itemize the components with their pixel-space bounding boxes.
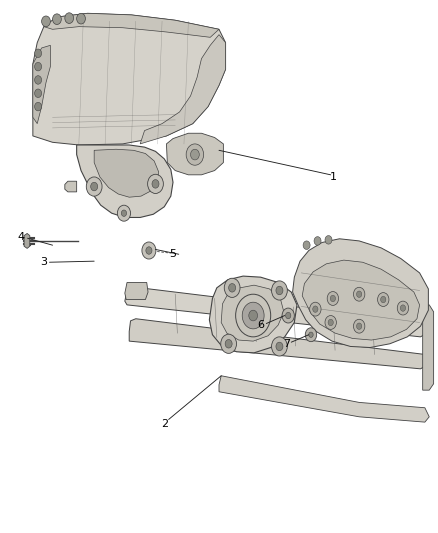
Polygon shape bbox=[140, 35, 226, 144]
Polygon shape bbox=[77, 145, 173, 217]
Circle shape bbox=[314, 237, 321, 245]
Text: 4: 4 bbox=[18, 232, 25, 241]
Circle shape bbox=[249, 310, 258, 321]
Text: 3: 3 bbox=[40, 257, 47, 267]
Circle shape bbox=[272, 281, 287, 300]
Circle shape bbox=[146, 247, 152, 254]
Circle shape bbox=[276, 286, 283, 295]
Circle shape bbox=[327, 292, 339, 305]
Circle shape bbox=[328, 319, 333, 326]
Polygon shape bbox=[125, 288, 427, 337]
Polygon shape bbox=[65, 181, 77, 192]
Circle shape bbox=[86, 177, 102, 196]
Circle shape bbox=[313, 306, 318, 312]
Polygon shape bbox=[166, 133, 223, 175]
Circle shape bbox=[397, 301, 409, 315]
Polygon shape bbox=[33, 45, 50, 124]
Circle shape bbox=[117, 205, 131, 221]
Circle shape bbox=[53, 14, 61, 25]
Circle shape bbox=[35, 62, 42, 71]
Polygon shape bbox=[33, 13, 226, 145]
Polygon shape bbox=[129, 319, 427, 369]
Circle shape bbox=[325, 316, 336, 329]
Circle shape bbox=[357, 291, 362, 297]
Circle shape bbox=[303, 241, 310, 249]
Circle shape bbox=[286, 312, 291, 319]
Circle shape bbox=[121, 210, 127, 216]
Circle shape bbox=[236, 294, 271, 337]
Circle shape bbox=[272, 337, 287, 356]
Circle shape bbox=[186, 144, 204, 165]
Circle shape bbox=[378, 293, 389, 306]
Circle shape bbox=[221, 334, 237, 353]
Circle shape bbox=[225, 340, 232, 348]
Circle shape bbox=[400, 305, 406, 311]
Polygon shape bbox=[221, 285, 284, 341]
Polygon shape bbox=[219, 376, 429, 422]
Circle shape bbox=[191, 149, 199, 160]
Circle shape bbox=[65, 13, 74, 23]
Text: 7: 7 bbox=[283, 339, 290, 349]
Circle shape bbox=[224, 278, 240, 297]
Circle shape bbox=[35, 76, 42, 84]
Polygon shape bbox=[209, 276, 297, 353]
Circle shape bbox=[142, 242, 156, 259]
Circle shape bbox=[305, 328, 317, 342]
Text: 6: 6 bbox=[257, 320, 264, 330]
Circle shape bbox=[330, 295, 336, 302]
Text: 2: 2 bbox=[161, 419, 168, 429]
Polygon shape bbox=[293, 239, 428, 348]
Text: 5: 5 bbox=[170, 249, 177, 259]
Circle shape bbox=[357, 323, 362, 329]
Polygon shape bbox=[302, 260, 420, 340]
Text: 1: 1 bbox=[329, 172, 336, 182]
Circle shape bbox=[242, 302, 264, 329]
Circle shape bbox=[325, 236, 332, 244]
Circle shape bbox=[276, 342, 283, 351]
Polygon shape bbox=[24, 233, 30, 248]
Circle shape bbox=[229, 284, 236, 292]
Circle shape bbox=[35, 89, 42, 98]
Circle shape bbox=[148, 174, 163, 193]
Polygon shape bbox=[125, 282, 148, 300]
Circle shape bbox=[91, 182, 98, 191]
Circle shape bbox=[35, 102, 42, 111]
Polygon shape bbox=[44, 13, 219, 37]
Circle shape bbox=[381, 296, 386, 303]
Circle shape bbox=[282, 308, 294, 323]
Circle shape bbox=[152, 180, 159, 188]
Polygon shape bbox=[423, 305, 434, 390]
Circle shape bbox=[309, 332, 313, 337]
Circle shape bbox=[77, 13, 85, 24]
Circle shape bbox=[310, 302, 321, 316]
Circle shape bbox=[353, 287, 365, 301]
Circle shape bbox=[35, 49, 42, 58]
Polygon shape bbox=[94, 149, 159, 197]
Circle shape bbox=[353, 319, 365, 333]
Circle shape bbox=[42, 16, 50, 27]
